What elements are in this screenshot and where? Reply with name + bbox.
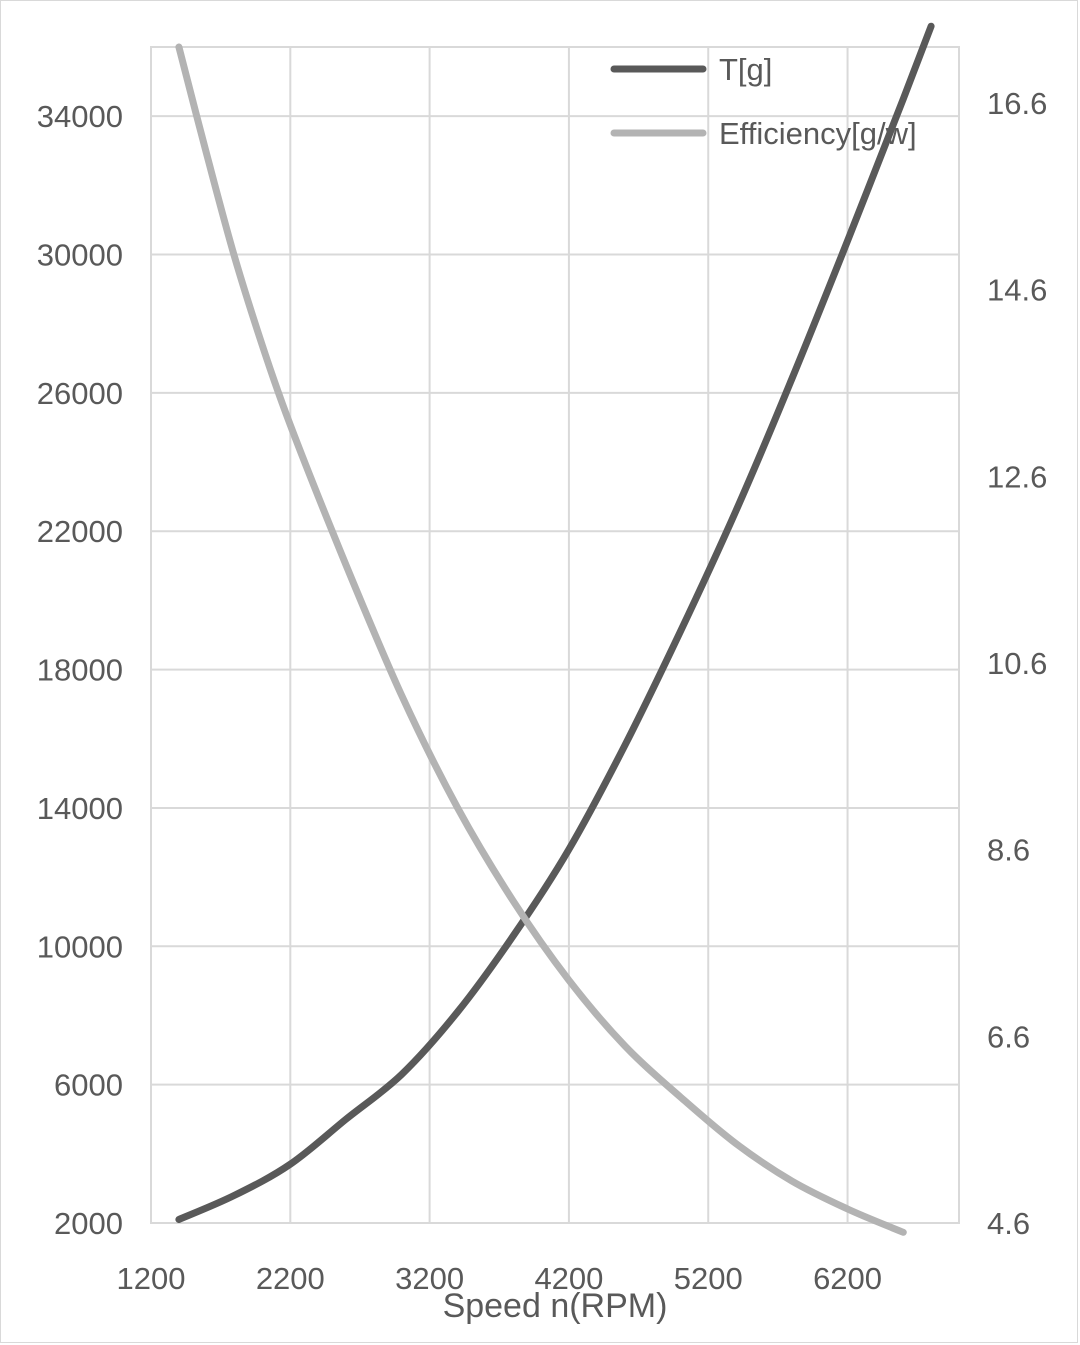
y-tick-label: 22000 <box>37 514 123 549</box>
y-tick-label: 14000 <box>37 791 123 826</box>
x-tick-label: 3200 <box>395 1261 464 1296</box>
y2-tick-label: 14.6 <box>987 273 1047 308</box>
legend: T[g] Efficiency[g/w] <box>610 52 917 151</box>
left-y-axis: 2000 6000 10000 14000 18000 22000 26000 30000 34… <box>37 99 123 1241</box>
y-tick-label: 26000 <box>37 376 123 411</box>
x-tick-label: 6200 <box>813 1261 882 1296</box>
y2-tick-label: 4.6 <box>987 1206 1030 1241</box>
x-tick-label: 4200 <box>534 1261 603 1296</box>
grid-lines <box>150 46 960 1224</box>
y-tick-label: 6000 <box>54 1068 123 1103</box>
y-tick-label: 2000 <box>54 1206 123 1241</box>
legend-label: Efficiency[g/w] <box>719 116 917 151</box>
y2-tick-label: 8.6 <box>987 833 1030 868</box>
plot-area-border <box>150 46 960 1224</box>
y-tick-label: 34000 <box>37 99 123 134</box>
y-tick-label: 10000 <box>37 929 123 964</box>
series-lines <box>175 22 935 1236</box>
efficiency-series-line <box>175 43 907 1236</box>
legend-label: T[g] <box>719 52 772 87</box>
right-y-axis: 4.6 6.6 8.6 10.6 12.6 14.6 16.6 <box>987 86 1047 1241</box>
y-tick-label: 18000 <box>37 653 123 688</box>
x-tick-label: 1200 <box>117 1261 186 1296</box>
y-tick-label: 30000 <box>37 238 123 273</box>
y2-tick-label: 16.6 <box>987 86 1047 121</box>
y2-tick-label: 12.6 <box>987 459 1047 494</box>
x-axis: 1200 2200 3200 4200 5200 6200 <box>117 1261 883 1296</box>
y2-tick-label: 10.6 <box>987 646 1047 681</box>
x-tick-label: 2200 <box>256 1261 325 1296</box>
x-axis-title: Speed n(RPM) <box>443 1287 668 1325</box>
y2-tick-label: 6.6 <box>987 1019 1030 1054</box>
x-tick-label: 5200 <box>674 1261 743 1296</box>
thrust-series-line <box>175 22 935 1223</box>
